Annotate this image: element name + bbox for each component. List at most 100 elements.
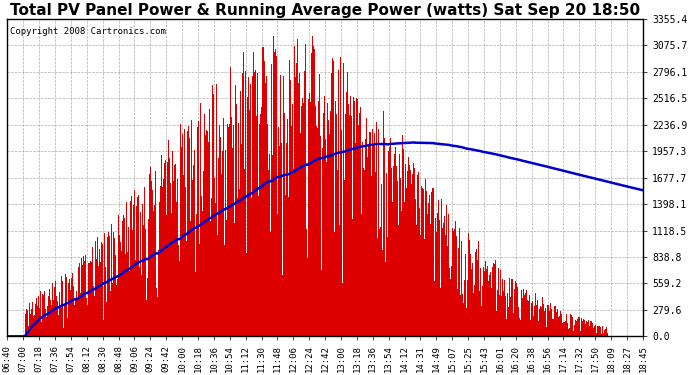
Bar	[90, 261, 91, 336]
Bar	[518, 307, 519, 336]
Bar	[111, 224, 112, 336]
Bar	[27, 310, 28, 336]
Bar	[457, 262, 458, 336]
Bar	[34, 315, 35, 336]
Bar	[262, 47, 263, 336]
Bar	[374, 132, 375, 336]
Bar	[142, 204, 143, 336]
Bar	[50, 305, 52, 336]
Bar	[520, 320, 521, 336]
Bar	[521, 290, 522, 336]
Bar	[341, 130, 342, 336]
Bar	[230, 68, 231, 336]
Bar	[279, 242, 280, 336]
Bar	[547, 305, 548, 336]
Bar	[413, 164, 414, 336]
Bar	[560, 311, 561, 336]
Bar	[270, 64, 272, 336]
Bar	[35, 304, 36, 336]
Bar	[183, 175, 184, 336]
Bar	[235, 86, 236, 336]
Bar	[587, 322, 588, 336]
Bar	[448, 268, 450, 336]
Bar	[392, 202, 393, 336]
Bar	[464, 296, 465, 336]
Bar	[186, 159, 188, 336]
Bar	[399, 154, 400, 336]
Bar	[552, 319, 553, 336]
Bar	[491, 288, 492, 336]
Bar	[540, 306, 541, 336]
Bar	[259, 124, 260, 336]
Bar	[52, 282, 53, 336]
Bar	[47, 306, 48, 336]
Bar	[311, 53, 312, 336]
Bar	[231, 117, 232, 336]
Bar	[594, 326, 595, 336]
Bar	[532, 301, 533, 336]
Bar	[269, 154, 270, 336]
Bar	[189, 138, 190, 336]
Bar	[569, 328, 570, 336]
Bar	[369, 132, 370, 336]
Bar	[201, 196, 202, 336]
Bar	[42, 294, 43, 336]
Bar	[601, 334, 602, 336]
Bar	[127, 252, 128, 336]
Bar	[506, 309, 507, 336]
Bar	[297, 39, 298, 336]
Bar	[412, 174, 413, 336]
Bar	[416, 225, 417, 336]
Bar	[205, 135, 206, 336]
Bar	[129, 271, 130, 336]
Bar	[447, 246, 448, 336]
Bar	[55, 282, 56, 336]
Bar	[321, 270, 322, 336]
Bar	[83, 256, 84, 336]
Bar	[586, 321, 587, 336]
Bar	[600, 327, 601, 336]
Bar	[95, 241, 97, 336]
Bar	[559, 316, 560, 336]
Bar	[404, 202, 405, 336]
Bar	[243, 53, 244, 336]
Bar	[346, 92, 347, 336]
Bar	[206, 130, 207, 336]
Bar	[226, 220, 227, 336]
Bar	[487, 266, 489, 336]
Bar	[497, 290, 498, 336]
Bar	[85, 255, 86, 336]
Bar	[432, 188, 433, 336]
Bar	[220, 137, 221, 336]
Bar	[291, 126, 292, 336]
Bar	[110, 291, 111, 336]
Bar	[410, 170, 411, 336]
Bar	[361, 214, 362, 336]
Bar	[474, 285, 475, 336]
Bar	[509, 278, 510, 336]
Bar	[568, 328, 569, 336]
Bar	[134, 190, 135, 336]
Bar	[182, 134, 183, 336]
Bar	[343, 63, 344, 336]
Bar	[320, 135, 321, 336]
Bar	[172, 230, 173, 336]
Bar	[354, 101, 355, 336]
Bar	[538, 321, 539, 336]
Bar	[473, 293, 474, 336]
Bar	[165, 160, 166, 336]
Bar	[515, 281, 516, 336]
Bar	[202, 211, 204, 336]
Bar	[61, 276, 62, 336]
Bar	[439, 220, 440, 336]
Bar	[507, 293, 509, 336]
Bar	[408, 158, 409, 336]
Bar	[607, 333, 609, 336]
Bar	[62, 280, 63, 336]
Bar	[268, 170, 269, 336]
Bar	[214, 178, 215, 336]
Bar	[461, 241, 462, 336]
Bar	[513, 276, 515, 336]
Bar	[414, 168, 415, 336]
Bar	[426, 191, 427, 336]
